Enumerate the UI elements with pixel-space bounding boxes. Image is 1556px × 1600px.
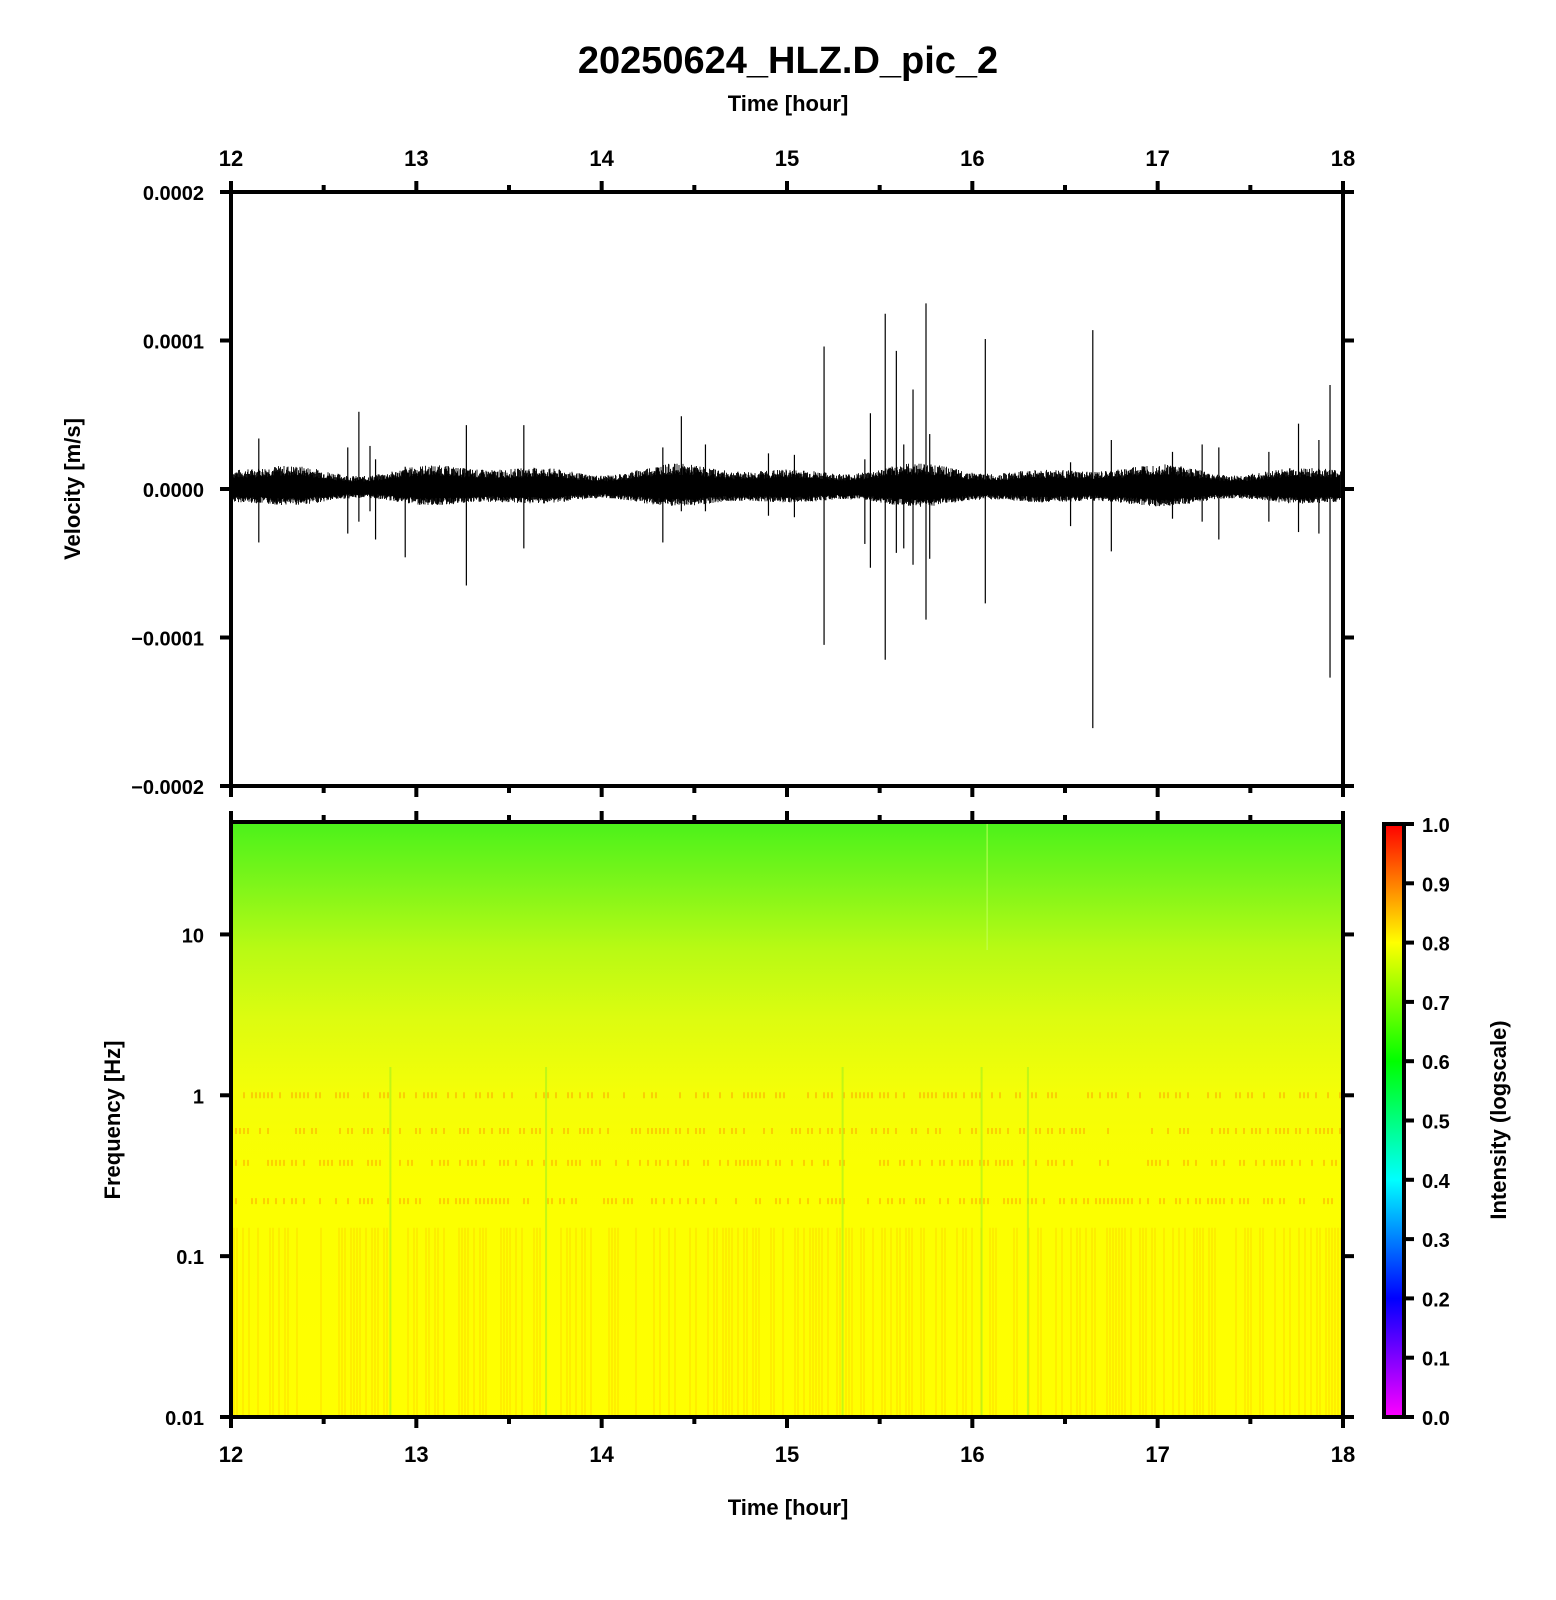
- x-tick-label: 12: [219, 1442, 243, 1467]
- colorbar-tick-label: 0.7: [1422, 993, 1450, 1015]
- colorbar-tick-label: 0.5: [1422, 1112, 1450, 1134]
- x-tick-label: 17: [1145, 146, 1169, 171]
- y-tick-label: 0.1: [176, 1247, 204, 1269]
- y-tick-label: 0.0002: [143, 183, 204, 205]
- x-tick-label: 17: [1145, 1442, 1169, 1467]
- colorbar-label: Intensity (logscale): [1486, 1020, 1511, 1219]
- y-tick-label: 1: [193, 1086, 204, 1108]
- colorbar-tick-label: 0.1: [1422, 1349, 1450, 1371]
- colorbar-tick-label: 0.8: [1422, 934, 1450, 956]
- x-tick-label: 15: [775, 1442, 799, 1467]
- colorbar-tick-label: 0.9: [1422, 874, 1450, 896]
- y-tick-label: 10: [182, 925, 204, 947]
- spectrogram-bottom-x-ticks: 12 13 14 15 16 17 18: [219, 1417, 1355, 1467]
- spectrogram-top-x-ticks: [229, 811, 1345, 822]
- waveform-spikes: [258, 303, 1331, 729]
- x-tick-label: 16: [960, 1442, 984, 1467]
- colorbar-tick-label: 0.3: [1422, 1230, 1450, 1252]
- waveform-y-ticks: 0.0002 0.0001 0.0000 −0.0001 −0.0002: [131, 183, 1354, 799]
- x-tick-label: 14: [589, 1442, 614, 1467]
- waveform-noise: [232, 463, 1341, 507]
- y-tick-label: 0.0001: [143, 332, 204, 354]
- colorbar-ticks: 1.0 0.9 0.8 0.7 0.6 0.5 0.4 0.3 0.2 0.1 0.0: [1404, 815, 1451, 1430]
- figure-title: 20250624_HLZ.D_pic_2: [578, 40, 998, 82]
- waveform-panel: 12 13 14 15 16 17 18 0.0002 0.0001 0.0000 −0.0001…: [60, 146, 1355, 799]
- x-tick-label: 16: [960, 146, 984, 171]
- spectrogram-y-axis-label: Frequency [Hz]: [100, 1041, 125, 1200]
- colorbar-tick-label: 1.0: [1422, 815, 1450, 837]
- waveform-trace: [232, 463, 1341, 507]
- spectrogram-low-freq-texture: [231, 1227, 1342, 1417]
- spectrogram-panel: 12 13 14 15 16 17 18 10 1 0.1 0.01 Frequency [Hz]…: [100, 811, 1355, 1520]
- y-tick-label: −0.0001: [131, 629, 204, 651]
- spectrogram-background: [231, 824, 1343, 1417]
- x-tick-label: 12: [219, 146, 243, 171]
- y-tick-label: 0.01: [165, 1408, 204, 1430]
- colorbar-tick-label: 0.4: [1422, 1171, 1451, 1193]
- top-x-axis-label: Time [hour]: [728, 91, 849, 116]
- colorbar-tick-label: 0.6: [1422, 1052, 1450, 1074]
- x-tick-label: 14: [589, 146, 614, 171]
- x-tick-label: 18: [1331, 1442, 1355, 1467]
- colorbar: 1.0 0.9 0.8 0.7 0.6 0.5 0.4 0.3 0.2 0.1 0.0 Intens…: [1382, 815, 1511, 1430]
- x-tick-label: 13: [404, 146, 428, 171]
- colorbar-tick-label: 0.0: [1422, 1408, 1450, 1430]
- y-tick-label: 0.0000: [143, 480, 204, 502]
- x-tick-label: 15: [775, 146, 799, 171]
- colorbar-gradient: [1382, 822, 1406, 1419]
- spectrogram-y-ticks: 10 1 0.1 0.01: [165, 925, 1354, 1430]
- colorbar-tick-label: 0.2: [1422, 1289, 1450, 1311]
- waveform-top-x-ticks: 12 13 14 15 16 17 18: [219, 146, 1355, 192]
- x-tick-label: 18: [1331, 146, 1355, 171]
- y-tick-label: −0.0002: [131, 777, 204, 799]
- bottom-x-axis-label: Time [hour]: [728, 1495, 849, 1520]
- x-tick-label: 13: [404, 1442, 428, 1467]
- waveform-y-axis-label: Velocity [m/s]: [60, 418, 85, 560]
- spectrogram-stripes: [231, 824, 1342, 1417]
